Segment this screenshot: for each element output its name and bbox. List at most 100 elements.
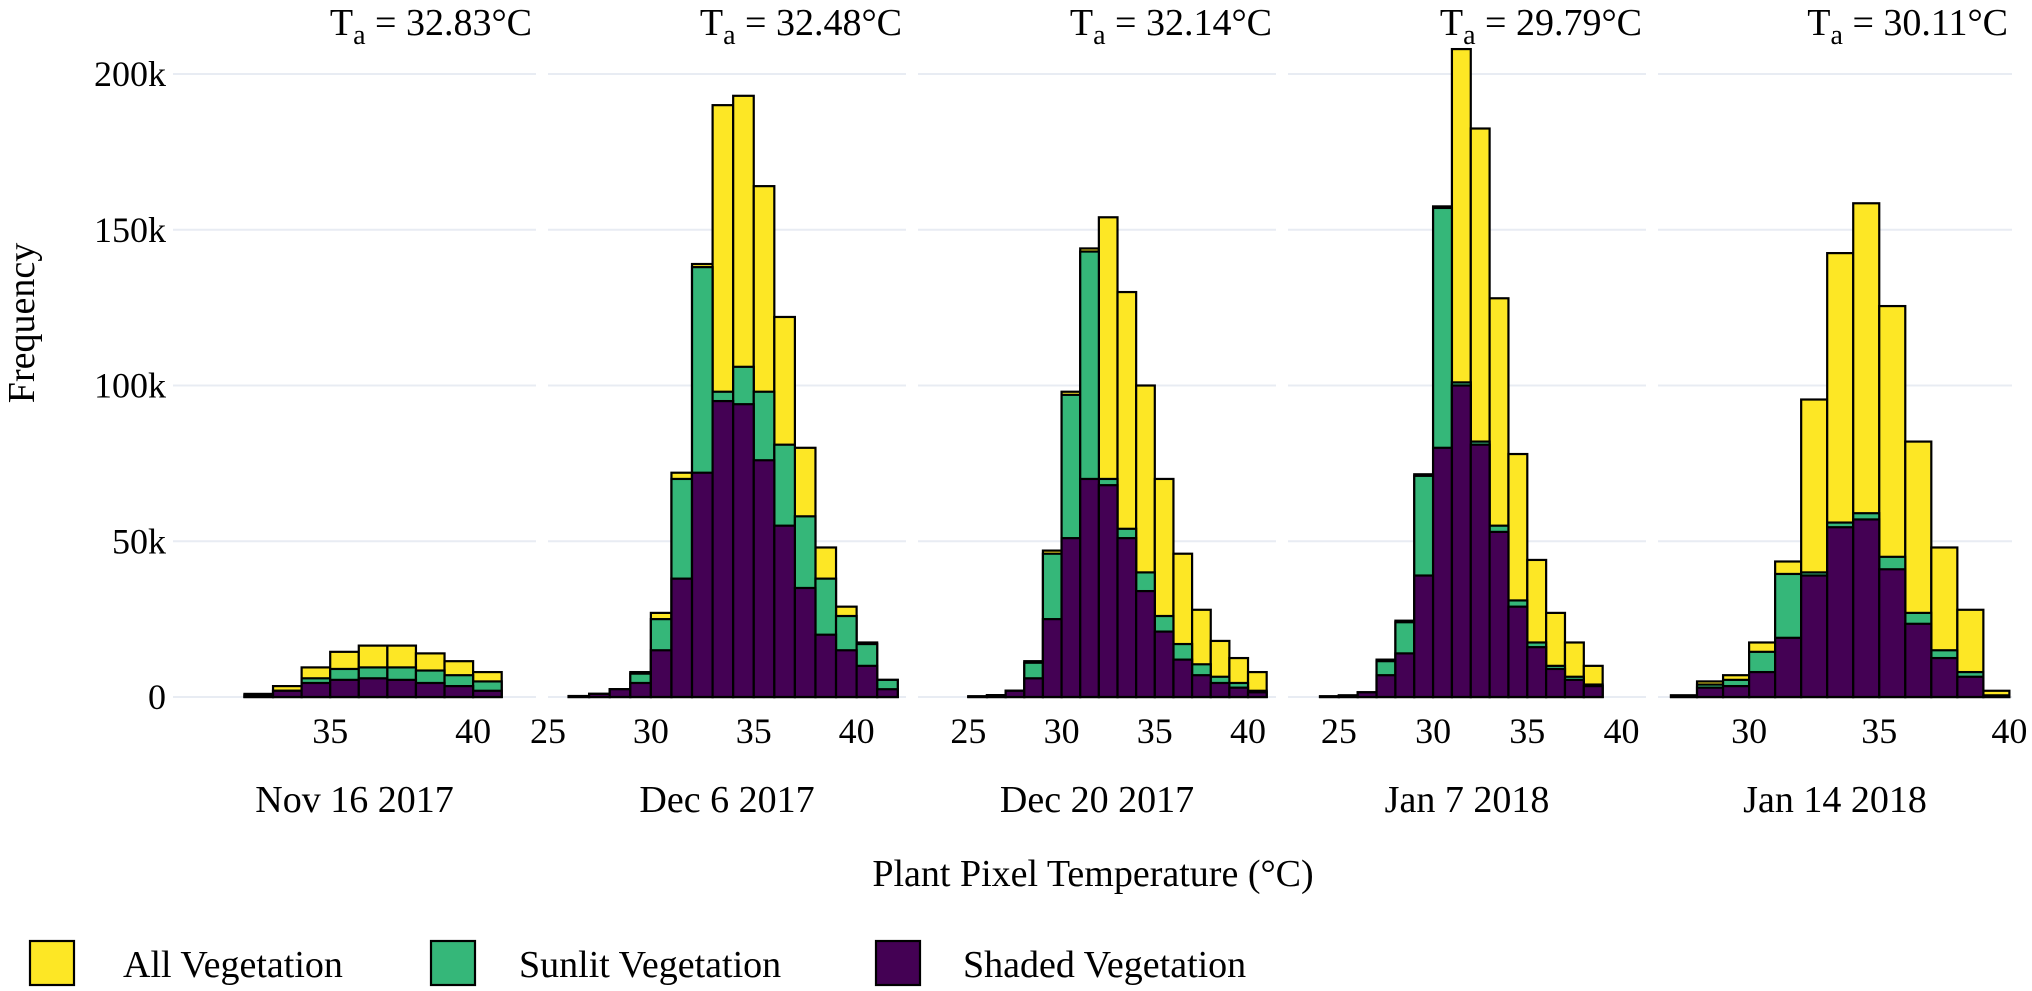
bar-shaded-vegetation <box>1721 684 1751 699</box>
bar-shaded-vegetation <box>1318 695 1340 699</box>
panel-air-temperature-label: Ta = 29.79°C <box>1440 2 1642 51</box>
bar-shaded-vegetation <box>814 633 838 699</box>
bar-shaded-vegetation <box>855 664 879 699</box>
bar-shaded-vegetation <box>1956 675 1985 699</box>
bar-shaded-vegetation <box>1041 618 1063 699</box>
bar-shaded-vegetation <box>1097 484 1119 699</box>
y-tick-label: 100k <box>94 366 166 406</box>
bar-shaded-vegetation <box>967 695 989 699</box>
panel-date-label: Jan 7 2018 <box>1385 779 1550 821</box>
bar-shaded-vegetation <box>1563 678 1585 699</box>
bar-shaded-vegetation <box>1488 530 1510 699</box>
bar-shaded-vegetation <box>1394 652 1416 699</box>
panel-date-label: Dec 20 2017 <box>1000 779 1194 821</box>
bar-shaded-vegetation <box>985 694 1007 699</box>
panel-2: 25 30 35 40 Dec 6 2017 Ta = 32.48°C <box>530 2 906 821</box>
x-tick-label: 25 <box>530 711 566 751</box>
bar-shaded-vegetation <box>472 689 503 699</box>
bar-shaded-vegetation <box>711 399 735 699</box>
bar-shaded-vegetation <box>567 694 591 699</box>
bar-shaded-vegetation <box>1526 646 1548 699</box>
bar-shaded-vegetation <box>414 681 446 699</box>
bar-shaded-vegetation <box>732 403 755 699</box>
panel-3: 25 30 35 40 Dec 20 2017 Ta = 32.14°C <box>918 2 1276 821</box>
bar-shaded-vegetation <box>1507 605 1529 699</box>
x-tick-label: 30 <box>1044 711 1080 751</box>
bar-shaded-vegetation <box>834 649 858 699</box>
panel-air-temperature-label: Ta = 32.14°C <box>1070 2 1272 51</box>
bar-shaded-vegetation <box>773 524 796 699</box>
bar-shaded-vegetation <box>1930 656 1959 699</box>
legend: All Vegetation Sunlit Vegetation Shaded … <box>28 939 1246 987</box>
bar-shaded-vegetation <box>1982 694 2011 699</box>
bar-shaded-vegetation <box>329 678 360 699</box>
bar-shaded-vegetation <box>1413 574 1435 699</box>
bar-shaded-vegetation <box>1079 477 1100 699</box>
bar-shaded-vegetation <box>1431 446 1454 699</box>
panel-date-label: Dec 6 2017 <box>639 779 814 821</box>
panel-5: 30 35 40 Jan 14 2018 Ta = 30.11°C <box>1658 2 2027 821</box>
y-tick-label: 200k <box>94 54 166 94</box>
bar-shaded-vegetation <box>608 688 632 699</box>
x-tick-label: 35 <box>1509 711 1545 751</box>
x-tick-label: 25 <box>950 711 986 751</box>
bar-shaded-vegetation <box>793 586 817 699</box>
bar-shaded-vegetation <box>357 677 389 699</box>
bar-shaded-vegetation <box>1228 686 1250 699</box>
y-axis: 0 50k 100k 150k 200k <box>94 54 166 717</box>
bar-shaded-vegetation <box>1582 684 1604 699</box>
x-axis-title: Plant Pixel Temperature (°C) <box>872 853 1313 895</box>
panel-date-label: Jan 14 2018 <box>1743 779 1927 821</box>
y-axis-title: Frequency <box>1 243 43 403</box>
legend-label-shaded-vegetation: Shaded Vegetation <box>963 944 1246 986</box>
panel-4: 25 30 35 40 Jan 7 2018 Ta = 29.79°C <box>1288 2 1646 821</box>
x-tick-label: 35 <box>1861 711 1897 751</box>
x-tick-label: 35 <box>736 711 772 751</box>
x-tick-label: 35 <box>1137 711 1173 751</box>
x-tick-label: 35 <box>312 711 348 751</box>
bar-shaded-vegetation <box>1375 674 1397 699</box>
bar-shaded-vegetation <box>1190 674 1212 699</box>
panel-air-temperature-label: Ta = 32.48°C <box>700 2 902 51</box>
legend-label-sunlit-vegetation: Sunlit Vegetation <box>519 944 781 986</box>
y-tick-label: 50k <box>112 521 166 561</box>
legend-swatch-shaded-vegetation <box>874 939 922 987</box>
panel-air-temperature-label: Ta = 32.83°C <box>330 2 532 51</box>
bar-shaded-vegetation <box>1153 630 1175 699</box>
bar-shaded-vegetation <box>1800 574 1829 699</box>
bar-shaded-vegetation <box>243 694 275 699</box>
bar-shaded-vegetation <box>1695 686 1725 699</box>
bar-shaded-vegetation <box>670 577 694 699</box>
bar-shaded-vegetation <box>876 688 899 699</box>
bar-shaded-vegetation <box>1004 689 1026 699</box>
x-tick-label: 30 <box>633 711 669 751</box>
y-tick-label: 150k <box>94 210 166 250</box>
x-tick-label: 25 <box>1321 711 1357 751</box>
x-tick-label: 40 <box>1604 711 1640 751</box>
x-tick-label: 40 <box>455 711 491 751</box>
bar-shaded-vegetation <box>386 678 418 699</box>
bar-shaded-vegetation <box>588 692 611 699</box>
x-tick-label: 30 <box>1415 711 1451 751</box>
bar-shaded-vegetation <box>1135 589 1156 699</box>
bar-shaded-vegetation <box>690 471 714 699</box>
panel-air-temperature-label: Ta = 30.11°C <box>1807 2 2008 51</box>
bar-shaded-vegetation <box>649 649 673 699</box>
legend-label-all-vegetation: All Vegetation <box>123 944 343 986</box>
bar-shaded-vegetation <box>1337 694 1359 699</box>
bar-shaded-vegetation <box>1246 691 1268 699</box>
bar-shaded-vegetation <box>1545 667 1567 699</box>
bar-shaded-vegetation <box>1826 526 1855 699</box>
bar-shaded-vegetation <box>1209 681 1231 699</box>
bar-shaded-vegetation <box>300 681 332 699</box>
x-tick-label: 30 <box>1731 711 1767 751</box>
bar-shaded-vegetation <box>1904 622 1933 699</box>
legend-swatch-all-vegetation <box>28 939 76 987</box>
bar-shaded-vegetation <box>1469 443 1491 699</box>
bar-shaded-vegetation <box>271 689 303 699</box>
bar-shaded-vegetation <box>1023 677 1045 699</box>
bar-shaded-vegetation <box>1748 670 1777 699</box>
